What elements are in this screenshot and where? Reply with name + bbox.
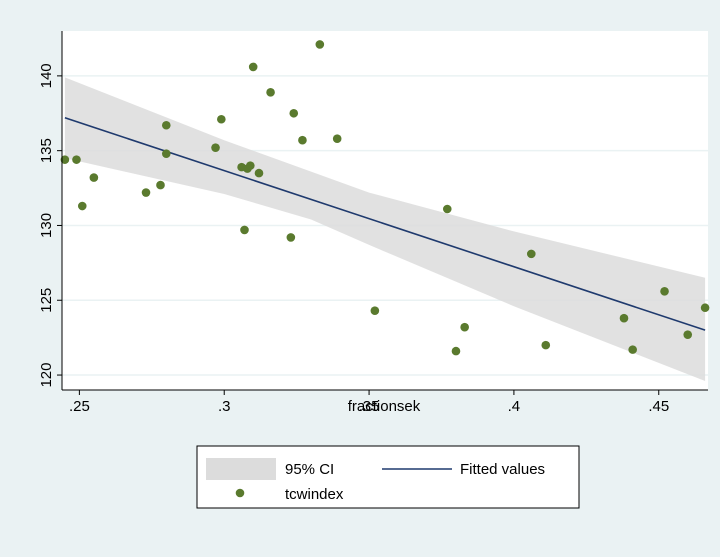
data-point: [451, 346, 461, 356]
x-tick-label: .45: [648, 398, 669, 415]
data-point: [315, 40, 325, 49]
data-point: [286, 233, 296, 242]
data-point: [254, 168, 264, 178]
legend-fitted-label: Fitted values: [460, 461, 545, 478]
axes: 120 125 130 135 140 .25 .3 .35 .4 .45: [38, 31, 708, 415]
x-tick-label: .3: [218, 398, 231, 415]
data-point: [248, 62, 258, 72]
data-point: [156, 180, 165, 190]
data-point: [77, 201, 87, 211]
ci-band: [64, 77, 706, 382]
x-tick-label: .35: [359, 398, 380, 415]
data-point: [460, 322, 469, 332]
data-point: [628, 345, 637, 354]
data-point: [72, 155, 81, 164]
data-point: [89, 173, 99, 182]
data-point: [211, 143, 220, 152]
data-point: [526, 249, 536, 259]
data-point: [700, 303, 710, 313]
data-point: [541, 340, 551, 350]
legend-ci-label: 95% CI: [285, 461, 334, 478]
legend: 95% CI Fitted values tcwindex: [196, 445, 580, 509]
y-tick-label: 125: [38, 288, 55, 313]
data-point: [161, 149, 171, 158]
fitted-line: [64, 116, 706, 331]
data-point: [266, 88, 275, 97]
data-point: [245, 161, 255, 170]
data-point: [660, 286, 669, 296]
data-point: [217, 114, 226, 124]
data-point: [60, 155, 70, 164]
y-tick-label: 135: [38, 138, 55, 163]
scatter-points: [60, 40, 710, 356]
data-point: [442, 204, 452, 214]
y-tick-label: 120: [38, 363, 55, 388]
data-point: [240, 225, 249, 235]
y-tick-label: 140: [38, 63, 55, 88]
data-point: [289, 108, 299, 118]
data-point: [161, 120, 171, 130]
data-point: [141, 188, 151, 197]
data-point: [619, 313, 629, 323]
data-point: [683, 330, 693, 339]
legend-points-swatch: [235, 488, 245, 498]
legend-points-label: tcwindex: [285, 486, 344, 503]
x-tick-label: .4: [508, 398, 521, 415]
data-point: [298, 135, 307, 145]
data-point: [370, 306, 380, 316]
x-tick-label: .25: [69, 398, 90, 415]
data-point: [332, 134, 342, 143]
x-axis-title: fractionsek: [348, 398, 421, 415]
y-tick-label: 130: [38, 213, 55, 238]
legend-ci-swatch: [206, 458, 276, 480]
